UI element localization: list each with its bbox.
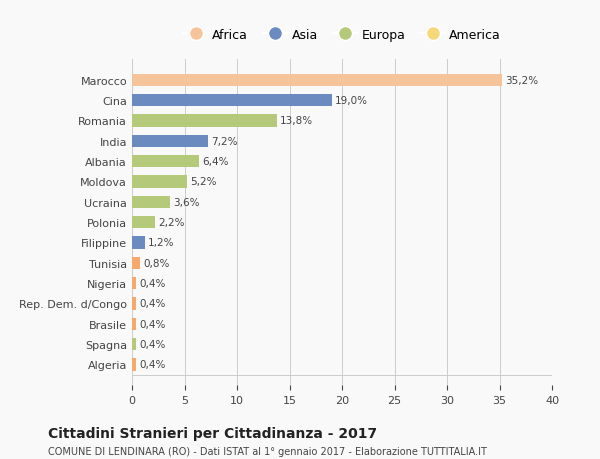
Bar: [132, 217, 155, 229]
Bar: [132, 298, 136, 310]
Text: 35,2%: 35,2%: [505, 76, 538, 85]
Text: 0,4%: 0,4%: [139, 279, 166, 288]
Text: 7,2%: 7,2%: [211, 136, 237, 146]
Bar: [132, 257, 140, 269]
Bar: [132, 156, 199, 168]
Bar: [132, 196, 170, 208]
Bar: [132, 135, 208, 147]
Text: 19,0%: 19,0%: [335, 96, 368, 106]
Text: 0,4%: 0,4%: [139, 360, 166, 369]
Text: COMUNE DI LENDINARA (RO) - Dati ISTAT al 1° gennaio 2017 - Elaborazione TUTTITAL: COMUNE DI LENDINARA (RO) - Dati ISTAT al…: [48, 446, 487, 456]
Bar: [132, 95, 331, 107]
Bar: [132, 74, 502, 87]
Bar: [132, 115, 277, 127]
Bar: [132, 237, 145, 249]
Bar: [132, 338, 136, 351]
Bar: [132, 318, 136, 330]
Text: 1,2%: 1,2%: [148, 238, 174, 248]
Text: 3,6%: 3,6%: [173, 197, 199, 207]
Text: 6,4%: 6,4%: [202, 157, 229, 167]
Text: 0,4%: 0,4%: [139, 319, 166, 329]
Legend: Africa, Asia, Europa, America: Africa, Asia, Europa, America: [178, 23, 506, 46]
Text: 0,8%: 0,8%: [143, 258, 170, 268]
Text: Cittadini Stranieri per Cittadinanza - 2017: Cittadini Stranieri per Cittadinanza - 2…: [48, 426, 377, 440]
Bar: [132, 176, 187, 188]
Text: 0,4%: 0,4%: [139, 339, 166, 349]
Bar: [132, 358, 136, 371]
Text: 2,2%: 2,2%: [158, 218, 185, 228]
Text: 5,2%: 5,2%: [190, 177, 216, 187]
Text: 0,4%: 0,4%: [139, 299, 166, 309]
Text: 13,8%: 13,8%: [280, 116, 313, 126]
Bar: [132, 277, 136, 290]
